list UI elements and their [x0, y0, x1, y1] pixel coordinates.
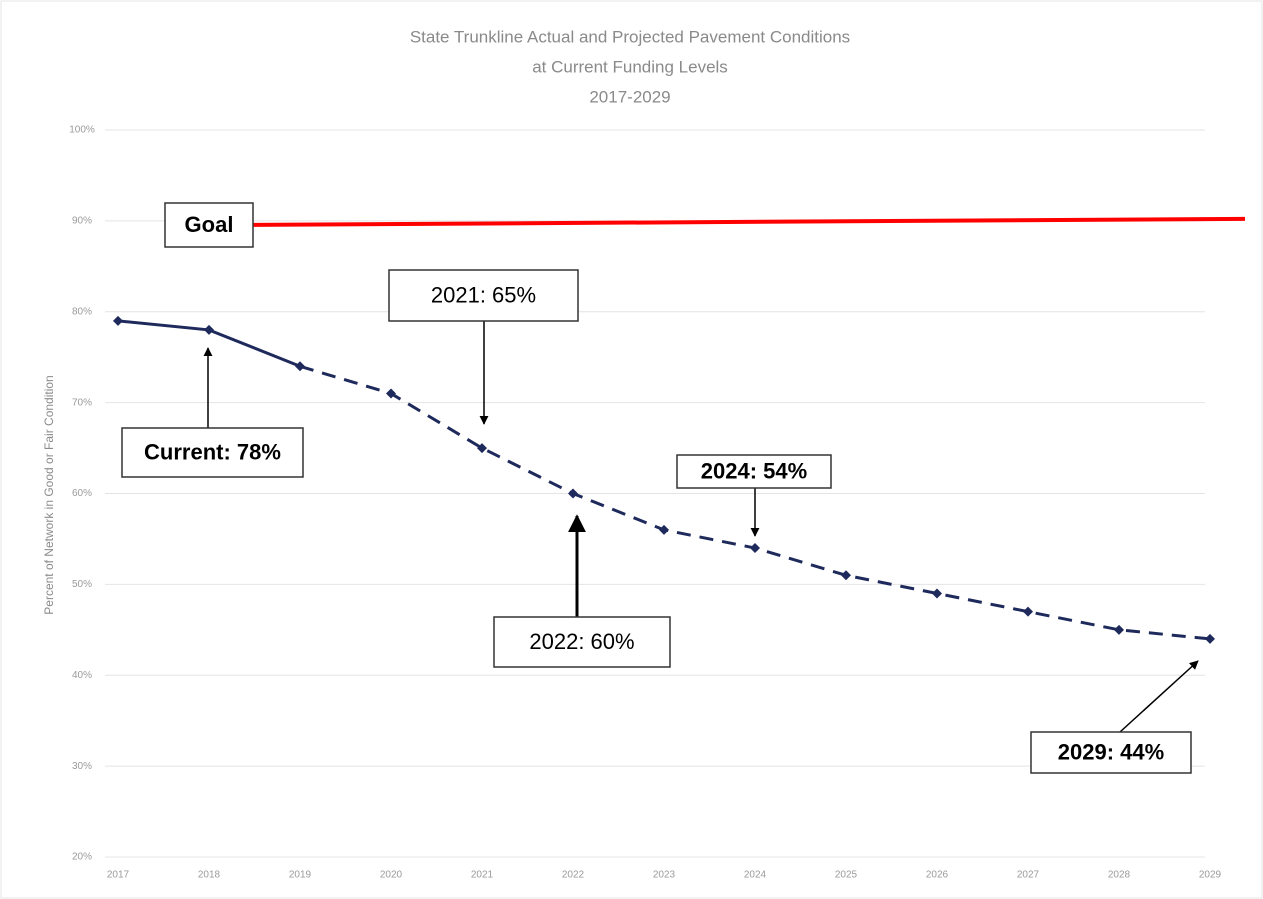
x-tick-label: 2021 — [471, 870, 494, 881]
x-tick-label: 2017 — [107, 870, 130, 881]
x-tick-label: 2024 — [744, 870, 767, 881]
y-tick-label: 100% — [69, 125, 95, 136]
point — [750, 543, 760, 554]
point — [1023, 606, 1033, 617]
goal-label-box — [164, 202, 254, 248]
chart-title: 2017-2029 — [589, 87, 670, 106]
annotation-box — [493, 616, 671, 668]
x-tick-label: 2025 — [835, 870, 858, 881]
point — [659, 524, 669, 535]
annotation-box — [121, 427, 304, 478]
point — [568, 488, 578, 499]
y-axis-label: Percent of Network in Good or Fair Condi… — [42, 375, 56, 614]
x-tick-label: 2029 — [1199, 870, 1222, 881]
point — [477, 443, 487, 454]
point — [204, 324, 214, 335]
point — [113, 315, 123, 326]
goal-line — [252, 216, 1246, 227]
annotation: 2029: 44% — [1058, 739, 1164, 764]
x-tick-label: 2019 — [289, 870, 312, 881]
x-tick-label: 2027 — [1017, 870, 1040, 881]
annotation-box — [676, 454, 832, 489]
x-tick-label: 2026 — [926, 870, 949, 881]
x-tick-label: 2028 — [1108, 870, 1131, 881]
point — [1205, 633, 1215, 644]
annotation: 2022: 60% — [529, 629, 634, 654]
y-tick-label: 70% — [72, 397, 92, 408]
x-tick-label: 2018 — [198, 870, 221, 881]
x-tick-label: 2020 — [380, 870, 403, 881]
y-tick-label: 40% — [72, 670, 92, 681]
y-tick-label: 20% — [72, 852, 92, 863]
annotation: Current: 78% — [144, 439, 281, 464]
annotation-box — [388, 269, 579, 322]
y-tick-label: 30% — [72, 761, 92, 772]
y-tick-label: 60% — [72, 488, 92, 499]
chart-title: State Trunkline Actual and Projected Pav… — [410, 27, 850, 46]
x-tick-label: 2022 — [562, 870, 585, 881]
chart-title: at Current Funding Levels — [532, 57, 728, 76]
annotation: 2024: 54% — [701, 458, 807, 483]
goal-label: Goal — [185, 212, 234, 237]
annotation-arrow — [1119, 660, 1199, 733]
annotation: 2021: 65% — [431, 282, 536, 307]
x-tick-label: 2023 — [653, 870, 676, 881]
point — [1114, 624, 1124, 635]
point — [386, 388, 396, 399]
y-tick-label: 90% — [72, 216, 92, 227]
y-tick-label: 50% — [72, 579, 92, 590]
annotation-box — [1030, 731, 1192, 774]
y-tick-label: 80% — [72, 306, 92, 317]
point — [932, 588, 942, 599]
point — [841, 570, 851, 581]
